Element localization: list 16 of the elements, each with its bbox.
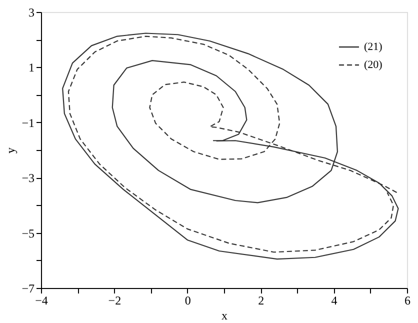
x-tick-label: 0 <box>184 294 191 308</box>
y-tick-label: 3 <box>28 6 34 20</box>
legend-label: (20) <box>364 59 383 71</box>
x-axis-title: x <box>222 308 228 322</box>
y-tick-label: −7 <box>22 282 34 296</box>
x-tick-label: 6 <box>404 294 410 308</box>
x-tick-label: 4 <box>331 294 338 308</box>
y-tick-label: −3 <box>22 171 34 186</box>
legend-label: (21) <box>364 41 383 53</box>
y-tick-label: 1 <box>28 60 34 75</box>
x-tick-label: −4 <box>35 294 48 308</box>
x-tick-label: 2 <box>258 294 264 308</box>
y-tick-label: −1 <box>22 116 34 130</box>
x-tick-label: −2 <box>108 294 122 308</box>
y-axis-title: y <box>4 148 18 154</box>
y-tick-label: −5 <box>22 226 34 240</box>
